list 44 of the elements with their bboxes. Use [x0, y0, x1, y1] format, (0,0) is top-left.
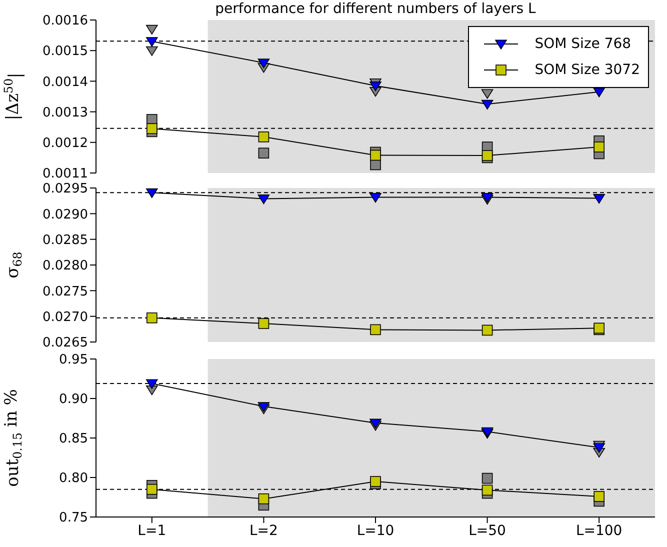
y-tick-label: 0.95	[59, 352, 88, 368]
x-tick-label: L=1	[138, 522, 166, 539]
point	[146, 484, 158, 495]
y-tick-label: 0.0285	[42, 232, 88, 248]
legend-label: SOM Size 768	[534, 36, 632, 52]
y-tick-label: 0.0290	[42, 207, 88, 222]
point	[258, 402, 270, 412]
point	[370, 476, 381, 487]
x-tick-label: L=100	[576, 522, 622, 539]
point	[258, 493, 270, 504]
point	[146, 188, 158, 198]
y-tick-label: 0.75	[59, 510, 88, 526]
point	[370, 192, 382, 203]
y-tick-label: 0.0013	[42, 105, 88, 120]
y-tick-label: 0.0011	[42, 166, 88, 182]
point	[146, 312, 158, 324]
y-tick-label: 0.85	[59, 432, 88, 447]
point	[146, 379, 158, 389]
chart-title: performance for different numbers of layers L	[214, 1, 537, 17]
x-tick-label: L=50	[468, 522, 506, 539]
point	[482, 324, 493, 336]
y-tick-label: 0.0275	[42, 284, 88, 300]
y-tick-label: 0.0016	[42, 14, 88, 29]
y-tick-label: 0.0265	[42, 336, 88, 351]
x-tick-label: L=2	[249, 522, 278, 539]
y-tick-label: 0.0012	[42, 136, 88, 152]
point	[258, 318, 270, 329]
point	[593, 443, 605, 453]
y-tick-label: 0.90	[59, 392, 88, 408]
y-tick-label: 0.0270	[42, 310, 88, 325]
y-tick-label: 0.0015	[42, 44, 88, 60]
point	[370, 418, 382, 428]
y-tick-label: 0.80	[59, 471, 88, 486]
point	[481, 192, 494, 203]
y-tick-label: 0.0014	[42, 74, 88, 90]
point	[593, 194, 605, 204]
point	[370, 324, 381, 336]
legend-label: SOM Size 3072	[534, 62, 640, 78]
y-tick-label: 0.0280	[42, 258, 88, 274]
point	[482, 484, 493, 496]
point	[258, 194, 270, 204]
point	[594, 491, 604, 502]
x-tick-label: L=10	[356, 522, 394, 539]
y-tick-label: 0.0295	[42, 182, 88, 197]
